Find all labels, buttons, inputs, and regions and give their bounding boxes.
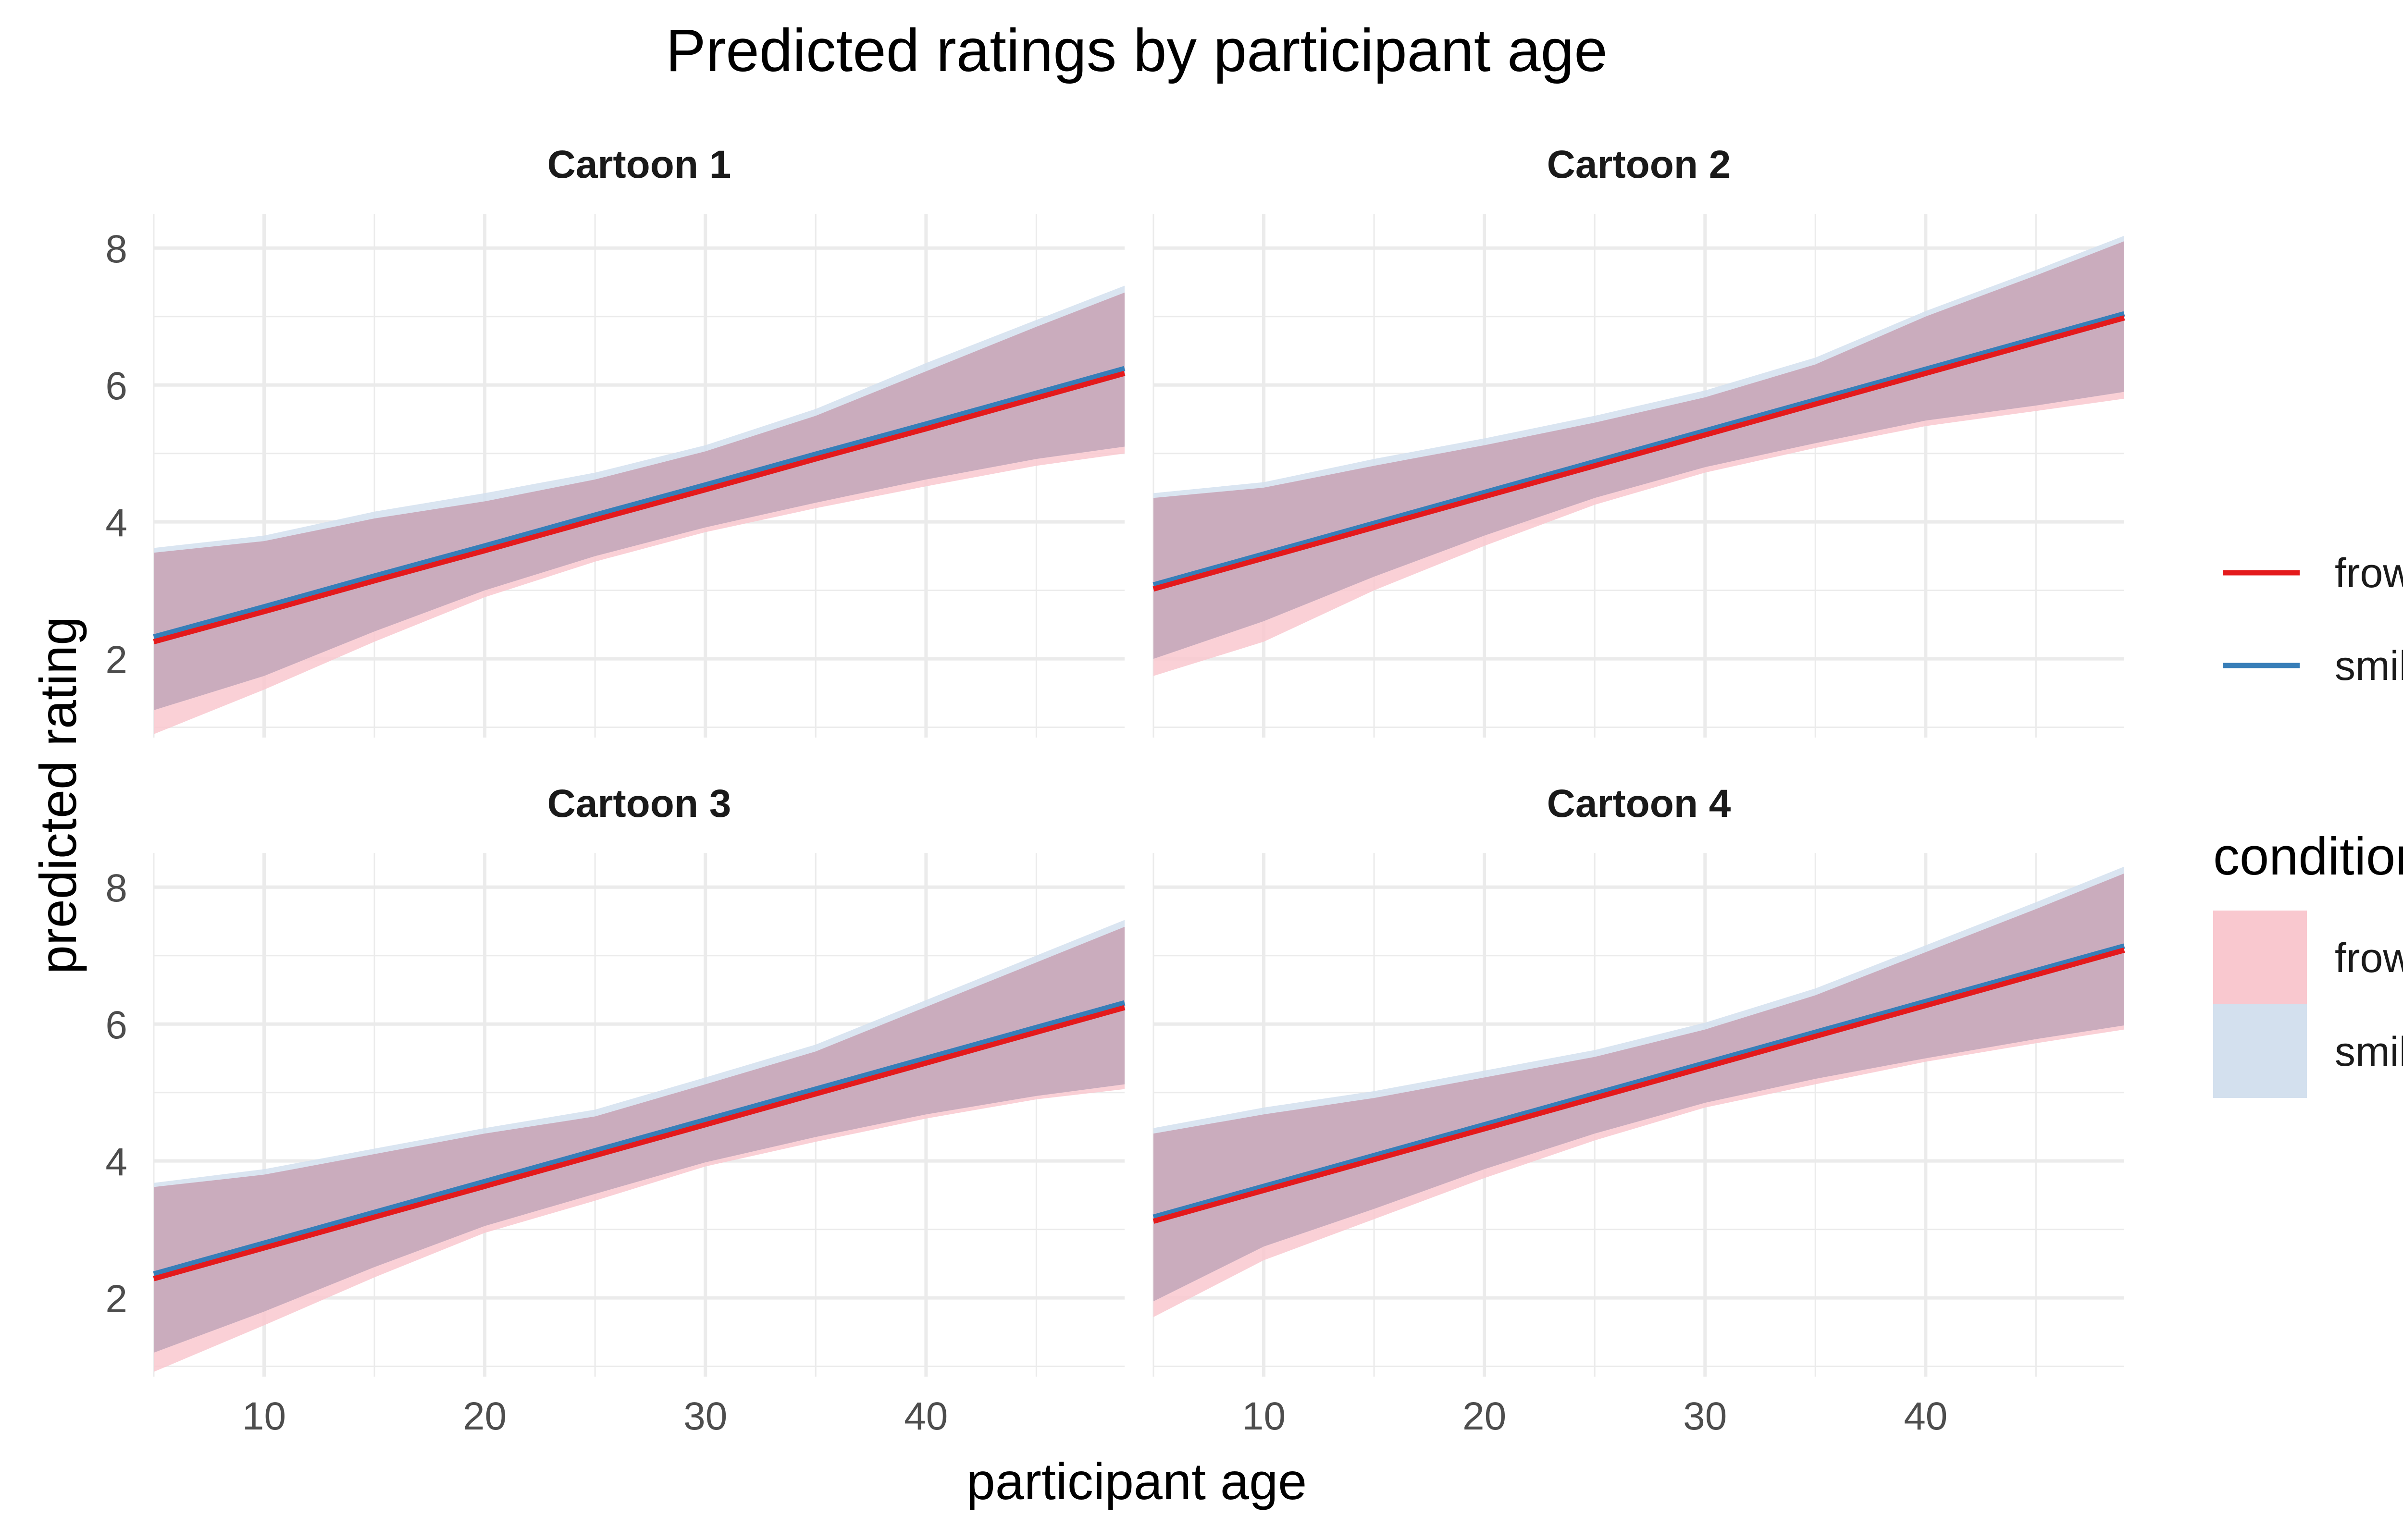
y-tick-label: 4 xyxy=(105,501,127,545)
y-tick-label: 6 xyxy=(105,1003,127,1047)
panel-title: Cartoon 2 xyxy=(1547,143,1731,186)
y-tick-label: 2 xyxy=(105,1277,127,1321)
legend-fill-label-frown: frown xyxy=(2335,935,2403,981)
series-line-smile xyxy=(1152,311,2125,588)
y-tick-label: 2 xyxy=(105,638,127,682)
y-tick-label: 4 xyxy=(105,1140,127,1184)
legend-title: condition xyxy=(2213,827,2403,886)
y-tick-label: 6 xyxy=(105,364,127,408)
y-tick-label: 8 xyxy=(105,866,127,910)
series-line-frown xyxy=(153,1005,1126,1281)
panel-4: Cartoon 4 10 20 30 40 xyxy=(1152,782,2125,1438)
x-tick-label: 10 xyxy=(242,1394,286,1438)
series-line-smile xyxy=(1152,943,2125,1220)
series-line-smile xyxy=(153,1000,1126,1277)
legend-swatch-frown xyxy=(2213,911,2307,1004)
legend-swatch-smile xyxy=(2213,1004,2307,1098)
panel-title: Cartoon 3 xyxy=(547,782,731,825)
x-tick-label: 20 xyxy=(463,1394,507,1438)
legend-label-smile: smile xyxy=(2335,643,2403,689)
panel-2: Cartoon 2 xyxy=(1152,143,2125,738)
panel-3: Cartoon 3 2 4 6 8 10 20 30 40 xyxy=(105,782,1126,1438)
x-tick-label: 20 xyxy=(1462,1394,1506,1438)
y-tick-label: 8 xyxy=(105,227,127,271)
y-axis-title: predicted rating xyxy=(29,616,87,974)
panel-title: Cartoon 1 xyxy=(547,143,731,186)
legend-label-frown: frown xyxy=(2335,550,2403,596)
x-tick-label: 30 xyxy=(683,1394,727,1438)
x-tick-label: 40 xyxy=(1904,1394,1947,1438)
chart-title: Predicted ratings by participant age xyxy=(666,17,1607,84)
x-tick-label: 30 xyxy=(1683,1394,1727,1438)
panel-title: Cartoon 4 xyxy=(1547,782,1731,825)
x-tick-label: 10 xyxy=(1242,1394,1286,1438)
series-line-frown xyxy=(153,370,1126,644)
panel-1: Cartoon 1 2 4 6 8 xyxy=(105,143,1126,738)
series-line-frown xyxy=(1152,948,2125,1224)
x-tick-label: 40 xyxy=(904,1394,948,1438)
legend-fill-label-smile: smile xyxy=(2335,1029,2403,1075)
series-line-smile xyxy=(153,366,1126,640)
series-line-frown xyxy=(1152,315,2125,592)
x-axis-title: participant age xyxy=(966,1452,1307,1510)
legend: frown smile condition frown smile xyxy=(2213,550,2403,1098)
